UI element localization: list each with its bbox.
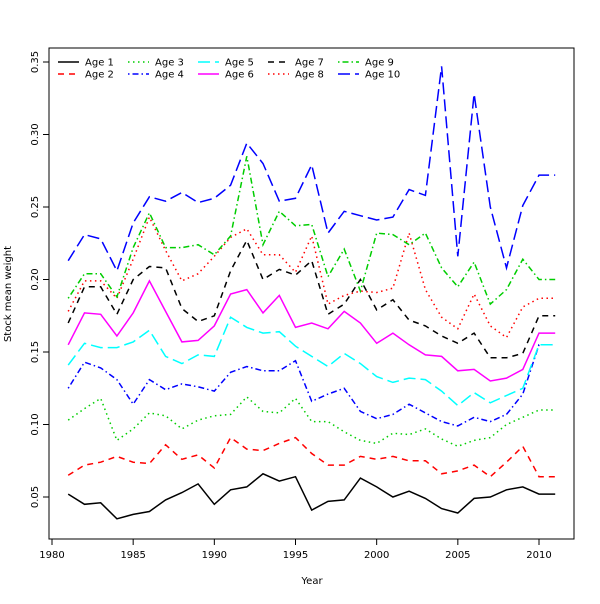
legend-label: Age 1 (85, 58, 114, 69)
x-tick-label: 1980 (39, 550, 64, 561)
series-line-age-10 (67, 66, 556, 273)
x-tick-label: 1995 (283, 550, 308, 561)
legend-label: Age 9 (365, 58, 394, 69)
x-tick-label: 1985 (120, 550, 145, 561)
legend-label: Age 7 (295, 58, 324, 69)
legend-label: Age 4 (155, 70, 184, 81)
x-tick-label: 1990 (202, 550, 227, 561)
series-line-age-2 (67, 436, 556, 478)
series-line-age-7 (67, 238, 556, 359)
y-tick-label: 0.30 (30, 123, 41, 145)
y-tick-label: 0.35 (30, 51, 41, 73)
series-line-age-9 (67, 156, 556, 306)
series-line-age-1 (67, 472, 556, 520)
plot-frame (48, 47, 575, 540)
y-axis-label: Stock mean weight (3, 246, 14, 342)
y-tick-label: 0.05 (30, 486, 41, 508)
series-line-age-6 (67, 279, 556, 382)
y-tick-label: 0.25 (30, 196, 41, 218)
legend-label: Age 5 (225, 58, 254, 69)
x-tick-label: 2000 (364, 550, 389, 561)
x-tick-label: 2005 (445, 550, 470, 561)
legend-label: Age 2 (85, 70, 114, 81)
series-line-age-5 (67, 316, 556, 407)
legend-label: Age 3 (155, 58, 184, 69)
x-axis-label: Year (300, 576, 323, 587)
legend-label: Age 6 (225, 70, 254, 81)
series-line-age-3 (67, 395, 556, 448)
y-tick-label: 0.10 (30, 413, 41, 435)
legend-label: Age 10 (365, 70, 400, 81)
series-line-age-4 (67, 344, 556, 427)
series-line-age-8 (67, 215, 556, 339)
legend-label: Age 8 (295, 70, 324, 81)
x-tick-label: 2010 (526, 550, 551, 561)
y-tick-label: 0.20 (30, 268, 41, 290)
y-tick-label: 0.15 (30, 341, 41, 363)
